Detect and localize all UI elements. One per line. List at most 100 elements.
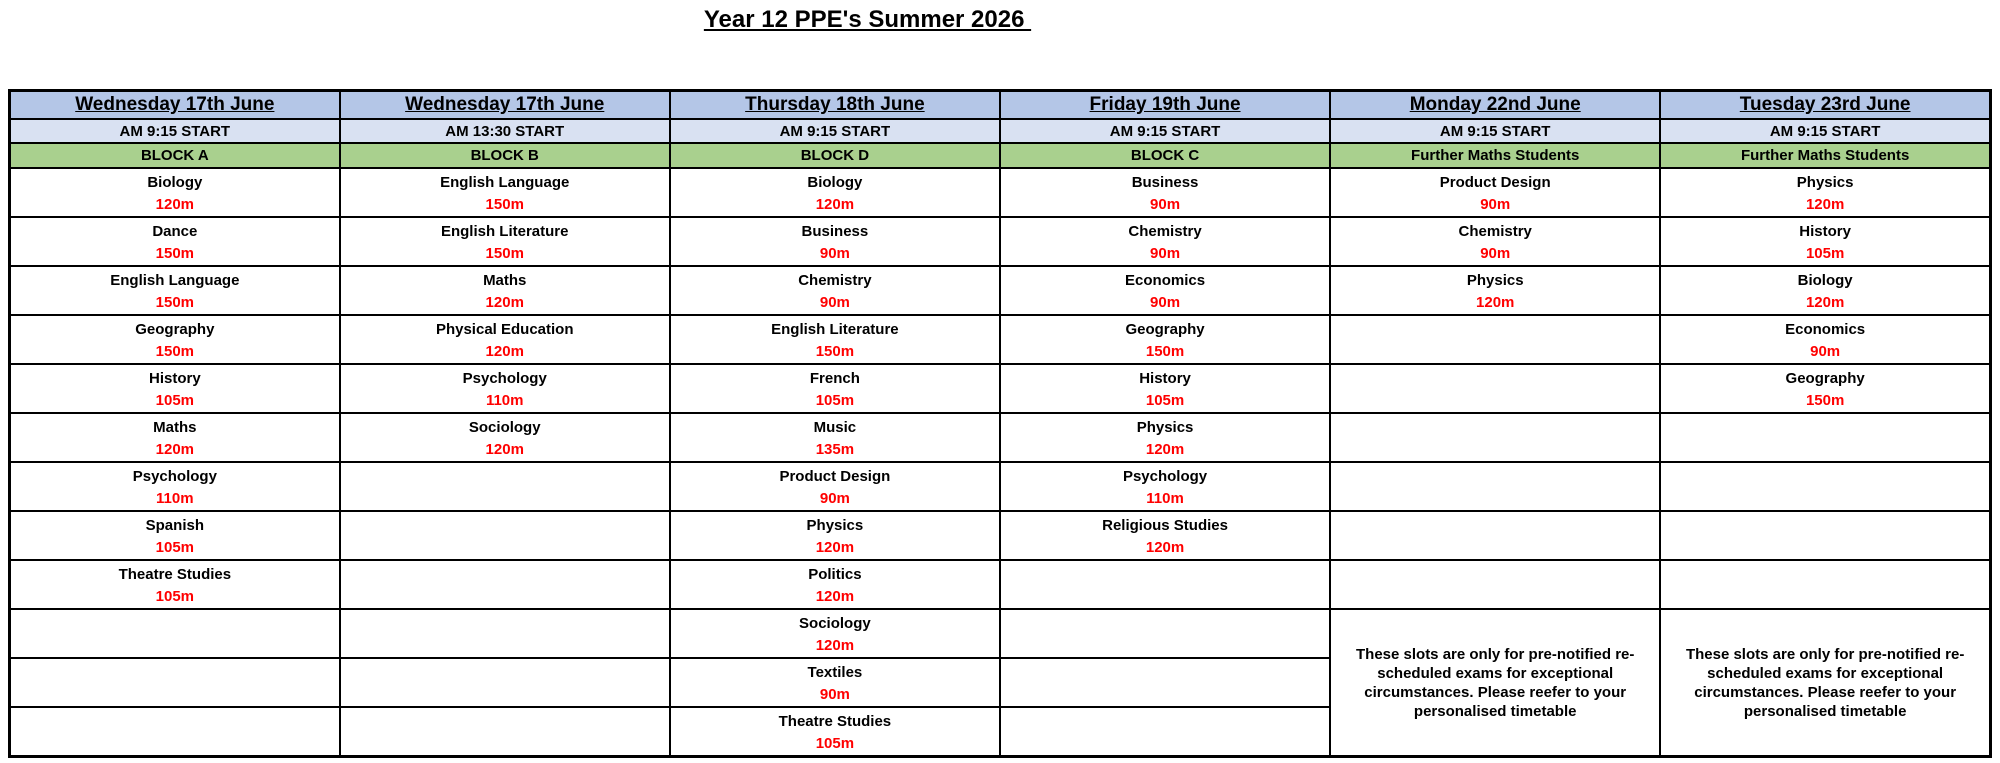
- date-header-cell-1: Wednesday 17th June: [338, 89, 671, 120]
- note-cell: These slots are only for pre-notified re…: [1329, 608, 1662, 758]
- start-time-row: AM 9:15 START AM 13:30 START AM 9:15 START…: [8, 118, 1992, 144]
- exam-duration: 90m: [819, 686, 850, 703]
- exam-cell: Dance 150m: [8, 216, 341, 267]
- start-time-cell-4: AM 9:15 START: [1329, 118, 1662, 144]
- exam-subject: Spanish: [145, 517, 204, 534]
- exam-cell: Geography 150m: [1659, 363, 1992, 414]
- exam-subject: Maths: [483, 272, 527, 289]
- timetable-row-5: History 105m Psychology 110m French 105m Histo…: [8, 363, 1992, 414]
- exam-cell: Geography 150m: [8, 314, 341, 365]
- exam-subject: English Literature: [771, 321, 899, 338]
- exam-duration: 150m: [1145, 343, 1185, 360]
- exam-subject: Sociology: [468, 419, 541, 436]
- exam-cell: Physics 120m: [1329, 265, 1662, 316]
- exam-duration: 90m: [1480, 245, 1511, 262]
- exam-duration: 120m: [1145, 441, 1185, 458]
- exam-cell: English Language 150m: [8, 265, 341, 316]
- exam-cell: Psychology 110m: [8, 461, 341, 512]
- empty-cell: [8, 706, 341, 758]
- exam-duration: 150m: [155, 343, 195, 360]
- exam-subject: Physics: [1136, 419, 1194, 436]
- exam-duration: 120m: [155, 196, 195, 213]
- empty-cell: [1329, 363, 1662, 414]
- exam-duration: 120m: [1805, 196, 1845, 213]
- empty-cell: [998, 657, 1332, 708]
- block-header-cell-0: BLOCK A: [8, 142, 341, 169]
- exam-subject: Economics: [1785, 321, 1866, 338]
- exam-subject: Physical Education: [435, 321, 574, 338]
- exam-duration: 90m: [819, 490, 850, 507]
- exam-duration: 105m: [815, 735, 855, 752]
- exam-duration: 105m: [155, 539, 195, 556]
- date-header-cell-2: Thursday 18th June: [668, 89, 1001, 120]
- exam-duration: 120m: [815, 588, 855, 605]
- exam-cell: Chemistry 90m: [1329, 216, 1662, 267]
- page-title-row: Year 12 PPE's Summer 2026: [0, 6, 1735, 34]
- empty-cell: [1659, 412, 1992, 463]
- exam-duration: 90m: [1150, 196, 1181, 213]
- exam-duration: 120m: [485, 343, 524, 360]
- exam-duration: 105m: [1145, 392, 1185, 409]
- exam-cell: History 105m: [1659, 216, 1992, 267]
- exam-duration: 90m: [1810, 343, 1841, 360]
- empty-cell: [998, 559, 1332, 610]
- exam-subject: Geography: [135, 321, 215, 338]
- exam-subject: Theatre Studies: [778, 713, 892, 730]
- exam-subject: Physics: [1466, 272, 1524, 289]
- exam-cell: Physical Education 120m: [338, 314, 671, 365]
- exam-cell: Biology 120m: [8, 167, 341, 218]
- exam-duration: 90m: [819, 294, 850, 311]
- exam-duration: 90m: [1150, 245, 1181, 262]
- exam-cell: Politics 120m: [668, 559, 1001, 610]
- exam-subject: French: [809, 370, 860, 387]
- exam-subject: English Language: [440, 174, 570, 191]
- empty-cell: [338, 608, 671, 659]
- exam-duration: 150m: [485, 245, 524, 262]
- empty-cell: [1329, 314, 1662, 365]
- empty-cell: [338, 706, 671, 758]
- exam-cell: History 105m: [998, 363, 1332, 414]
- exam-duration: 120m: [155, 441, 195, 458]
- timetable-body: Biology 120m English Language 150m Biology 12…: [8, 167, 1992, 758]
- exam-cell: Psychology 110m: [998, 461, 1332, 512]
- timetable-row-8: Spanish 105m Physics 120m Religious Studies 1…: [8, 510, 1992, 561]
- date-header-cell-4: Monday 22nd June: [1329, 89, 1662, 120]
- start-time-cell-1: AM 13:30 START: [338, 118, 671, 144]
- exam-subject: Biology: [807, 174, 863, 191]
- exam-subject: Biology: [147, 174, 203, 191]
- timetable-header: Wednesday 17th June Wednesday 17th June Th…: [8, 89, 1992, 169]
- empty-cell: [1329, 461, 1662, 512]
- exam-subject: English Literature: [440, 223, 569, 240]
- empty-cell: [1329, 559, 1662, 610]
- empty-cell: [338, 657, 671, 708]
- exam-cell: Textiles 90m: [668, 657, 1001, 708]
- exam-cell: Economics 90m: [1659, 314, 1992, 365]
- exam-cell: Physics 120m: [668, 510, 1001, 561]
- empty-cell: [1659, 510, 1992, 561]
- block-header-cell-3: BLOCK C: [998, 142, 1332, 169]
- exam-subject: Economics: [1125, 272, 1206, 289]
- timetable-row-12: Theatre Studies 105m: [8, 706, 1991, 758]
- exam-duration: 150m: [815, 343, 855, 360]
- exam-subject: Chemistry: [798, 272, 872, 289]
- empty-cell: [1329, 412, 1662, 463]
- exam-cell: Geography 150m: [998, 314, 1332, 365]
- block-header-cell-1: BLOCK B: [338, 142, 671, 169]
- exam-subject: History: [1139, 370, 1191, 387]
- timetable-row-10: Sociology 120m These slots are only for pr…: [8, 608, 1992, 758]
- date-header-cell-0: Wednesday 17th June: [8, 89, 341, 120]
- block-header-cell-4: Further Maths Students: [1329, 142, 1662, 169]
- empty-cell: [1329, 510, 1662, 561]
- exam-subject: English Language: [110, 272, 240, 289]
- exam-cell: Religious Studies 120m: [998, 510, 1332, 561]
- empty-cell: [338, 510, 671, 561]
- exam-cell: Biology 120m: [668, 167, 1001, 218]
- exam-cell: History 105m: [8, 363, 341, 414]
- start-time-cell-3: AM 9:15 START: [998, 118, 1332, 144]
- exam-subject: Chemistry: [1458, 223, 1532, 240]
- exam-cell: Spanish 105m: [8, 510, 341, 561]
- exam-subject: Theatre Studies: [118, 566, 232, 583]
- exam-subject: Physics: [1796, 174, 1854, 191]
- exam-cell: English Literature 150m: [338, 216, 671, 267]
- exam-duration: 135m: [815, 441, 855, 458]
